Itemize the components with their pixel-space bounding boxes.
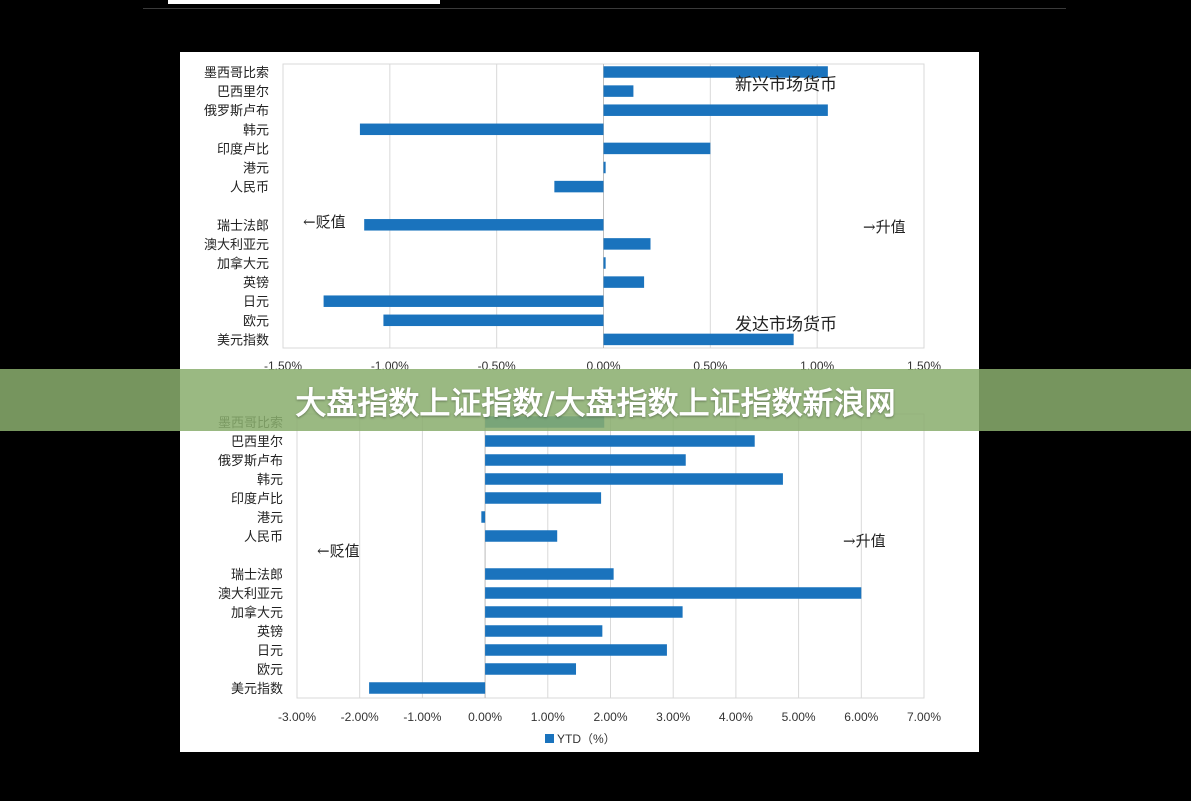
bar <box>369 682 486 694</box>
category-label: 美元指数 <box>231 682 283 697</box>
annotation-depreciation: ←贬值 <box>303 213 346 231</box>
bar <box>485 568 614 580</box>
x-tick-label: 6.00% <box>844 710 878 724</box>
x-tick-label: 2.00% <box>593 710 627 724</box>
bar <box>603 333 794 346</box>
category-label: 印度卢比 <box>231 491 283 507</box>
bar <box>485 644 667 656</box>
annotation-appreciation: →升值 <box>863 218 906 236</box>
annotation-emerging: 新兴市场货币 <box>735 75 837 95</box>
category-label: 印度卢比 <box>217 141 269 157</box>
category-label: 港元 <box>243 162 269 177</box>
x-tick-label: -3.00% <box>278 710 316 724</box>
bar <box>603 66 828 78</box>
bar <box>485 625 603 637</box>
x-tick-label: 7.00% <box>907 710 941 724</box>
bar <box>485 606 683 618</box>
category-label: 港元 <box>257 511 283 526</box>
category-label: 欧元 <box>243 314 269 329</box>
category-label: 澳大利亚元 <box>218 586 283 602</box>
x-tick-label: 1.00% <box>531 710 565 724</box>
category-label: 瑞士法郎 <box>217 219 269 234</box>
annotation-appreciation: →升值 <box>843 532 886 550</box>
bar <box>603 238 651 250</box>
bar <box>485 587 862 599</box>
title-banner: 大盘指数上证指数/大盘指数上证指数新浪网 <box>0 369 1191 431</box>
bar <box>481 511 486 523</box>
x-tick-label: 4.00% <box>719 710 753 724</box>
x-tick-label: 3.00% <box>656 710 690 724</box>
legend-swatch <box>545 734 554 743</box>
category-label: 加拿大元 <box>231 605 283 621</box>
category-label: 人民币 <box>230 181 269 196</box>
category-label: 韩元 <box>257 473 283 488</box>
bar <box>485 473 783 485</box>
bar <box>603 104 828 116</box>
annotation-developed: 发达市场货币 <box>735 315 837 335</box>
bar <box>359 123 604 136</box>
category-label: 巴西里尔 <box>217 85 269 100</box>
category-label: 英镑 <box>257 624 283 640</box>
bar <box>364 219 604 231</box>
annotation-depreciation: ←贬值 <box>317 542 360 560</box>
category-label: 俄罗斯卢布 <box>204 103 269 119</box>
banner-title: 大盘指数上证指数/大盘指数上证指数新浪网 <box>295 385 896 422</box>
bar <box>603 276 645 288</box>
bar <box>485 530 558 542</box>
category-label: 墨西哥比索 <box>204 66 269 81</box>
legend-label: YTD（%） <box>557 732 616 746</box>
bar <box>603 142 711 155</box>
top-rule <box>143 8 1066 9</box>
category-label: 日元 <box>243 295 269 310</box>
bar <box>485 435 755 447</box>
category-label: 人民币 <box>244 530 283 545</box>
bar <box>603 161 606 174</box>
x-tick-label: -1.00% <box>403 710 441 724</box>
bar <box>485 492 602 504</box>
bar <box>603 257 606 269</box>
category-label: 日元 <box>257 644 283 659</box>
category-label: 巴西里尔 <box>231 435 283 450</box>
x-tick-label: 0.00% <box>468 710 502 724</box>
bar <box>323 295 604 307</box>
bar <box>485 663 577 675</box>
category-label: 英镑 <box>243 275 269 291</box>
x-tick-label: 5.00% <box>782 710 816 724</box>
x-tick-label: -2.00% <box>341 710 379 724</box>
bar <box>383 314 604 327</box>
top-tab <box>168 0 440 4</box>
bar <box>485 454 686 466</box>
category-label: 澳大利亚元 <box>204 237 269 253</box>
bar <box>603 85 634 97</box>
category-label: 韩元 <box>243 123 269 138</box>
bar <box>554 180 604 193</box>
category-label: 美元指数 <box>217 333 269 348</box>
category-label: 欧元 <box>257 663 283 678</box>
category-label: 俄罗斯卢布 <box>218 453 283 469</box>
category-label: 加拿大元 <box>217 256 269 272</box>
category-label: 瑞士法郎 <box>231 568 283 583</box>
